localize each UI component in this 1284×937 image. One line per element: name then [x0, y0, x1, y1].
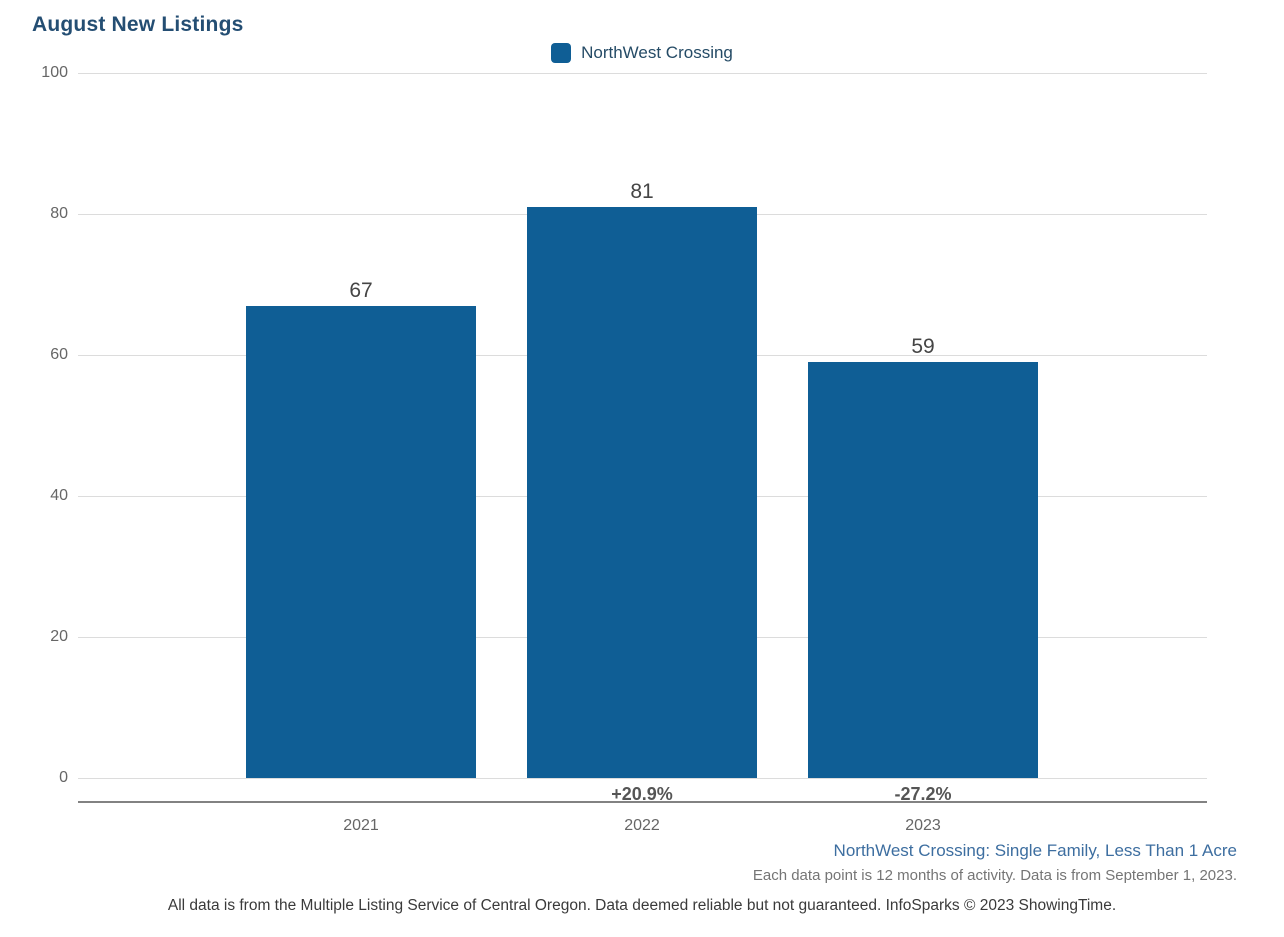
plot-area: 67 81 59 — [78, 72, 1207, 779]
gridline — [78, 72, 1207, 74]
legend-swatch-icon — [551, 43, 572, 63]
bar-value-label: 67 — [349, 278, 373, 302]
chart-title: August New Listings — [32, 13, 244, 36]
y-tick-label: 60 — [50, 346, 68, 363]
legend-label: NorthWest Crossing — [581, 43, 733, 62]
legend: NorthWest Crossing — [0, 43, 1284, 63]
bar-value-label: 81 — [630, 179, 654, 203]
y-tick-label: 40 — [50, 487, 68, 504]
x-axis-line — [78, 801, 1207, 803]
y-tick-label: 20 — [50, 628, 68, 645]
pct-change-label: +20.9% — [611, 784, 673, 804]
bar-value-label: 59 — [911, 335, 935, 359]
y-tick-label: 100 — [41, 64, 68, 81]
gridline — [78, 777, 1207, 779]
bar-2022[interactable] — [527, 206, 757, 778]
x-tick-label: 2023 — [905, 817, 941, 834]
y-tick-label: 0 — [59, 769, 68, 786]
footer-segment-label: NorthWest Crossing: Single Family, Less … — [833, 841, 1237, 860]
bar-2021[interactable] — [246, 305, 476, 778]
x-tick-label: 2022 — [624, 817, 660, 834]
footer-disclaimer: All data is from the Multiple Listing Se… — [167, 897, 1117, 914]
pct-change-label: -27.2% — [894, 784, 952, 804]
bar-2023[interactable] — [808, 362, 1038, 778]
footer-data-note: Each data point is 12 months of activity… — [752, 867, 1237, 884]
x-tick-label: 2021 — [343, 817, 379, 834]
y-tick-label: 80 — [50, 205, 68, 222]
